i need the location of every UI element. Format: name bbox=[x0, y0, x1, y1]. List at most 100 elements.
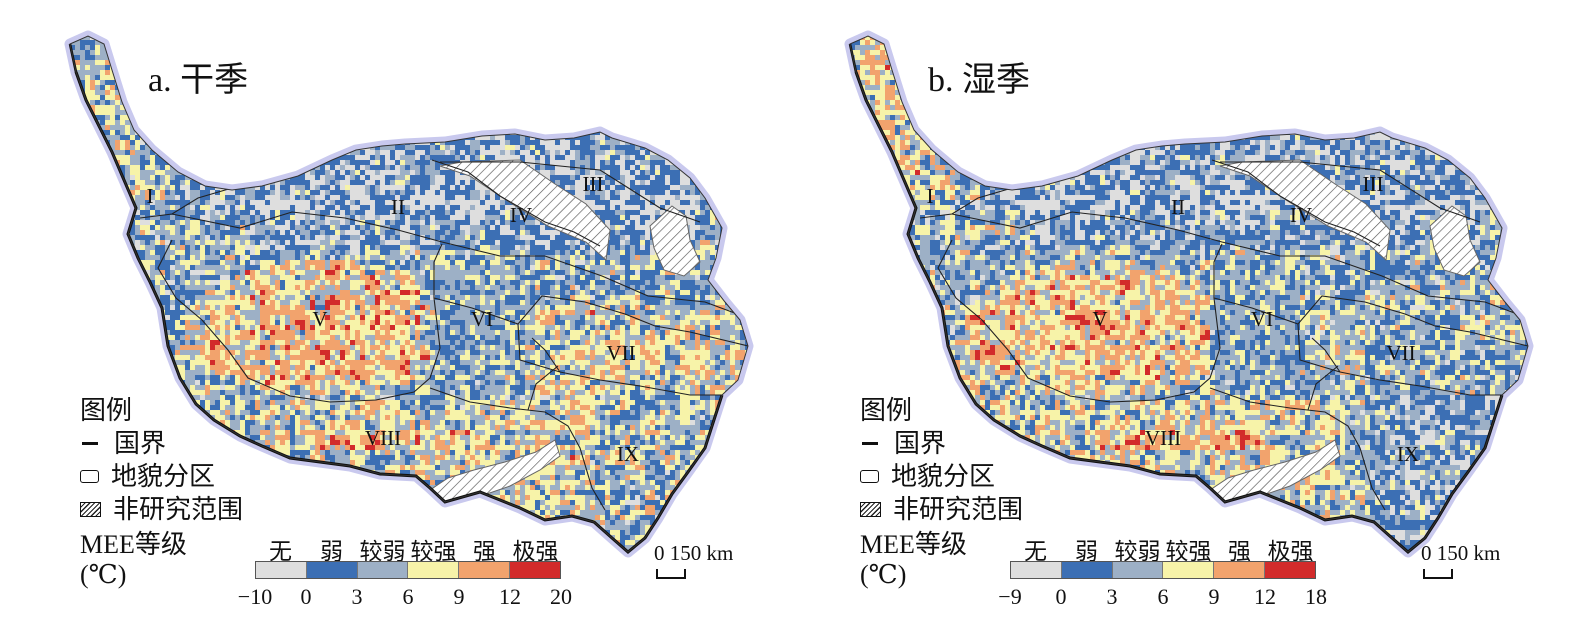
scale-bar-line bbox=[1423, 569, 1453, 579]
legend-border-label: 国界 bbox=[114, 427, 166, 460]
mee-unit: (℃) bbox=[860, 560, 967, 590]
zone-boundary-8 bbox=[429, 387, 606, 511]
region-label-v: V bbox=[312, 307, 327, 331]
zone-boundary-5 bbox=[937, 239, 1223, 403]
mee-legend-label: MEE等级 (℃) bbox=[80, 530, 187, 590]
class-label: 强 bbox=[473, 532, 496, 566]
region-label-iii: III bbox=[1363, 172, 1384, 196]
legend: 图例 国界 地貌分区 非研究范围 bbox=[860, 394, 1023, 526]
zone-boundary-9 bbox=[527, 365, 559, 411]
colorbar-swatch bbox=[1163, 562, 1215, 578]
panel-title: b. 湿季 bbox=[928, 52, 1030, 101]
region-label-ii: II bbox=[391, 195, 405, 219]
excluded-area-2 bbox=[649, 205, 701, 277]
scale-label: 150 km bbox=[670, 541, 734, 565]
excluded-area-2 bbox=[1429, 205, 1481, 277]
class-label: 弱 bbox=[320, 532, 343, 566]
legend-excluded-label: 非研究范围 bbox=[893, 493, 1023, 526]
class-label: 较弱 bbox=[1115, 532, 1161, 566]
class-label: 较强 bbox=[411, 532, 457, 566]
scale-label: 150 km bbox=[1437, 541, 1501, 565]
mee-label-text: MEE等级 bbox=[80, 530, 187, 560]
legend-excluded-label: 非研究范围 bbox=[113, 493, 243, 526]
scale-zero: 0 bbox=[1421, 541, 1432, 565]
zone-boundary-1 bbox=[919, 187, 1013, 219]
zone-boundary-2 bbox=[171, 211, 748, 319]
legend-zones-row: 地貌分区 bbox=[860, 460, 1023, 493]
scale-bar-line bbox=[656, 569, 686, 579]
region-label-ix: IX bbox=[617, 442, 639, 466]
zone-boundary-7 bbox=[1297, 323, 1502, 396]
region-label-vi: VI bbox=[471, 307, 493, 331]
hatch-icon bbox=[860, 502, 881, 517]
class-label: 弱 bbox=[1075, 532, 1098, 566]
region-label-ii: II bbox=[1171, 195, 1185, 219]
legend-title: 图例 bbox=[860, 394, 1023, 427]
colorbar-swatch bbox=[1265, 562, 1315, 578]
hatch-icon bbox=[80, 502, 101, 517]
colorbar-tick: −10 bbox=[238, 584, 272, 610]
colorbar-swatch bbox=[1112, 562, 1164, 578]
colorbar-tick: 6 bbox=[1158, 584, 1169, 610]
colorbar-swatch bbox=[408, 562, 460, 578]
class-label: 较强 bbox=[1166, 532, 1212, 566]
scale-bar: 0 150 km bbox=[654, 541, 734, 579]
zone-boundary-4 bbox=[440, 161, 701, 223]
colorbar-swatch bbox=[510, 562, 560, 578]
colorbar-swatch bbox=[306, 562, 358, 578]
border-line-icon bbox=[82, 442, 98, 445]
colorbar-tick: −9 bbox=[998, 584, 1021, 610]
zone-box-icon bbox=[860, 470, 879, 483]
zone-boundary-3 bbox=[431, 159, 601, 247]
colorbar-tick: 6 bbox=[403, 584, 414, 610]
legend-border-row: 国界 bbox=[860, 427, 1023, 460]
region-label-iv: IV bbox=[1290, 203, 1312, 227]
colorbar-tick: 9 bbox=[1209, 584, 1220, 610]
scale-zero: 0 bbox=[654, 541, 665, 565]
zone-boundary-7 bbox=[517, 323, 722, 396]
colorbar-tick: 3 bbox=[352, 584, 363, 610]
class-label: 无 bbox=[1024, 532, 1047, 566]
scale-bar: 0 150 km bbox=[1421, 541, 1501, 579]
colorbar-swatch bbox=[1011, 562, 1062, 578]
legend-border-row: 国界 bbox=[80, 427, 243, 460]
zone-boundary-5 bbox=[157, 239, 443, 403]
zone-boundary-3 bbox=[1211, 159, 1381, 247]
colorbar-swatch bbox=[1214, 562, 1266, 578]
border-line-icon bbox=[862, 442, 878, 445]
legend-title: 图例 bbox=[80, 394, 243, 427]
colorbar-swatch bbox=[1061, 562, 1113, 578]
zone-boundary-6 bbox=[1213, 295, 1528, 347]
colorbar-swatch bbox=[357, 562, 409, 578]
region-label-vii: VII bbox=[1386, 341, 1415, 365]
legend-zones-label: 地貌分区 bbox=[891, 460, 995, 493]
region-label-vii: VII bbox=[606, 341, 635, 365]
region-label-iv: IV bbox=[510, 203, 532, 227]
region-label-i: I bbox=[927, 184, 934, 208]
colorbar-tick: 0 bbox=[301, 584, 312, 610]
class-label: 无 bbox=[269, 532, 292, 566]
zone-boundary-1 bbox=[139, 187, 233, 219]
region-label-ix: IX bbox=[1397, 442, 1419, 466]
region-label-i: I bbox=[147, 184, 154, 208]
colorbar-swatch bbox=[256, 562, 307, 578]
legend-excluded-row: 非研究范围 bbox=[80, 493, 243, 526]
colorbar-tick: 20 bbox=[550, 584, 572, 610]
colorbar-tick: 12 bbox=[499, 584, 521, 610]
mee-label-text: MEE等级 bbox=[860, 530, 967, 560]
mee-legend-label: MEE等级 (℃) bbox=[860, 530, 967, 590]
class-label: 极强 bbox=[1268, 532, 1314, 566]
colorbar-tick: 12 bbox=[1254, 584, 1276, 610]
zone-boundary-2 bbox=[951, 211, 1528, 319]
legend-border-label: 国界 bbox=[894, 427, 946, 460]
plateau-outline bbox=[849, 35, 1529, 553]
colorbar-tick: 18 bbox=[1305, 584, 1327, 610]
legend-zones-label: 地貌分区 bbox=[111, 460, 215, 493]
colorbar-tick: 0 bbox=[1056, 584, 1067, 610]
zone-boundary-10 bbox=[1311, 337, 1341, 373]
class-label: 较弱 bbox=[360, 532, 406, 566]
region-label-viii: VIII bbox=[1145, 426, 1181, 450]
legend-zones-row: 地貌分区 bbox=[80, 460, 243, 493]
